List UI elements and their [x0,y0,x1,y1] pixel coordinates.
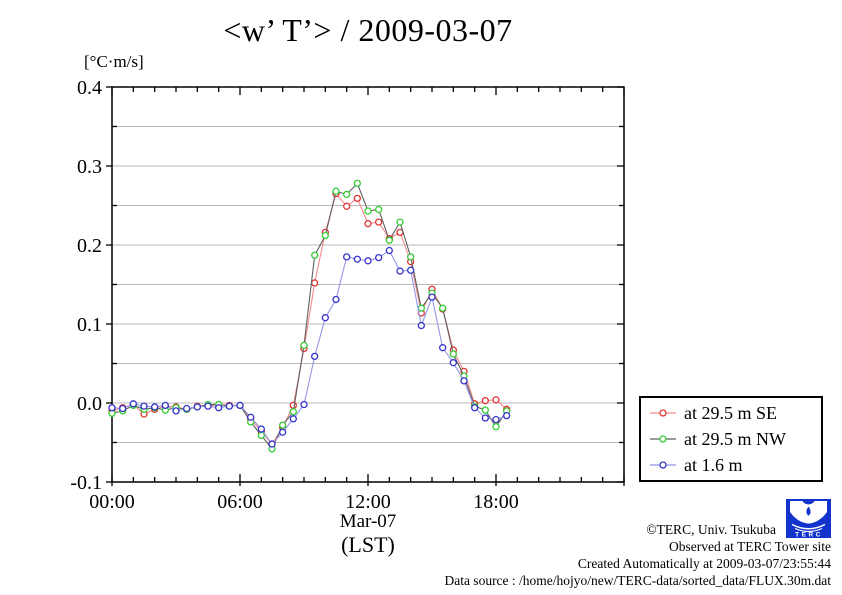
observed-site-text: Observed at TERC Tower site [668,539,831,554]
x-axis-date-label: Mar-07 [339,511,397,532]
svg-text:0.2: 0.2 [77,235,102,257]
legend-sample-29-5m-se-icon [650,409,676,417]
legend-sample-29-5m-nw-icon [650,435,676,443]
series-0-at-29-5-m-se [108,189,511,448]
svg-text:06:00: 06:00 [217,491,263,513]
series-2-at-1-6-m [108,246,511,448]
svg-text:0.4: 0.4 [77,77,102,99]
legend: at 29.5 m SE at 29.5 m NW at 1.6 m [639,396,823,482]
legend-label-29-5m-nw: at 29.5 m NW [684,428,786,449]
legend-item-29-5m-nw: at 29.5 m NW [649,429,821,450]
svg-text:0.3: 0.3 [77,156,102,178]
created-timestamp-text: Created Automatically at 2009-03-07/23:5… [577,556,831,571]
axis-ticks [106,86,625,486]
svg-text:0.0: 0.0 [77,393,102,415]
x-tick-labels: 00:00 06:00 12:00 18:00 [89,491,519,513]
data-source-text: Data source : /home/hojyo/new/TERC-data/… [444,573,831,588]
terc-logo-text: TERC [795,532,823,539]
grid-lines [112,126,624,443]
chart-title: <w’ T’> / 2009-03-07 [223,12,513,48]
legend-item-29-5m-se: at 29.5 m SE [649,403,821,424]
legend-label-1-6m: at 1.6 m [684,454,743,475]
x-axis-timezone-label: (LST) [341,532,395,557]
legend-label-29-5m-se: at 29.5 m SE [684,402,777,423]
svg-text:-0.1: -0.1 [70,472,102,494]
y-axis-unit-label: [°C·m/s] [84,52,144,71]
svg-text:0.1: 0.1 [77,314,102,336]
legend-sample-1-6m-icon [650,461,676,469]
copyright-text: ©TERC, Univ. Tsukuba [646,522,776,537]
svg-text:12:00: 12:00 [345,491,391,513]
legend-item-1-6m: at 1.6 m [649,455,821,476]
terc-logo-icon: TERC [786,499,831,538]
svg-text:18:00: 18:00 [473,491,519,513]
svg-text:00:00: 00:00 [89,491,135,513]
y-tick-labels: 0.4 0.3 0.2 0.1 0.0 -0.1 [70,77,102,494]
plot-frame [111,86,625,483]
